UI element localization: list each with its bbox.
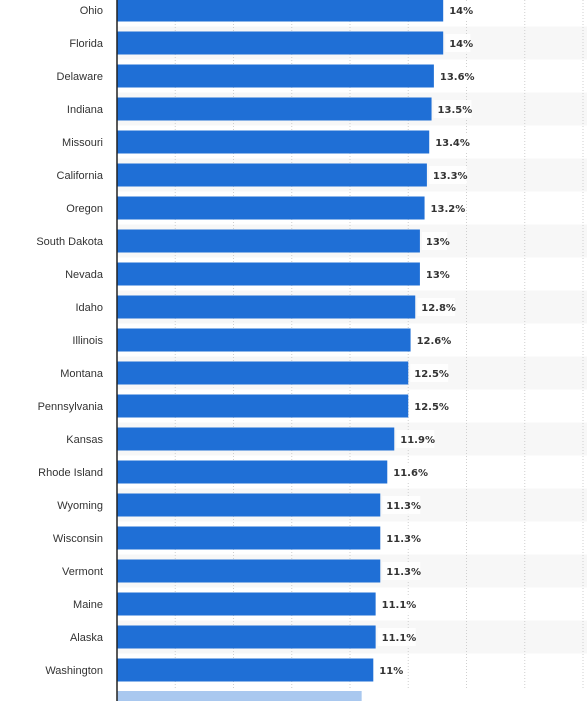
value-label-bg: [421, 232, 448, 250]
category-label: Florida: [69, 38, 104, 50]
value-label: 13.3%: [433, 171, 468, 182]
category-label: Illinois: [72, 335, 103, 347]
value-label-bg: [433, 100, 472, 118]
value-label: 11.3%: [386, 534, 421, 545]
bar: [117, 394, 409, 418]
bar: [117, 229, 420, 253]
category-label: South Dakota: [36, 236, 104, 248]
value-label-bg: [377, 628, 416, 646]
value-label: 11%: [379, 666, 403, 677]
value-label: 13.2%: [431, 204, 466, 215]
value-label-bg: [389, 463, 428, 481]
value-label-bg: [435, 67, 474, 85]
value-label-bg: [396, 430, 435, 448]
value-label-bg: [421, 265, 448, 283]
bar: [117, 64, 434, 88]
value-label-bg: [377, 595, 416, 613]
bar: [117, 262, 420, 286]
value-label: 12.8%: [421, 303, 456, 314]
value-label: 11.3%: [386, 501, 421, 512]
value-label: 14%: [449, 6, 473, 17]
value-label: 12.6%: [417, 336, 452, 347]
bar: [117, 31, 444, 55]
value-label: 13.4%: [435, 138, 470, 149]
value-label: 11.1%: [382, 633, 417, 644]
bar: [117, 658, 374, 682]
value-label: 11.1%: [382, 600, 417, 611]
value-label: 13.6%: [440, 72, 475, 83]
category-labels: Ohio Florida Delaware Indiana Missouri Califo…: [36, 5, 104, 677]
value-label-bg: [445, 34, 471, 52]
value-label: 14%: [449, 39, 473, 50]
bar: [117, 295, 416, 319]
category-label: Washington: [45, 665, 103, 677]
bar: [117, 0, 444, 22]
category-label: Montana: [60, 368, 104, 380]
value-label-bg: [417, 298, 456, 316]
bars: [117, 0, 444, 701]
bar: [117, 526, 381, 550]
value-label-bg: [426, 199, 465, 217]
value-label: 13%: [426, 237, 450, 248]
value-label-bg: [410, 397, 449, 415]
category-label: Nevada: [65, 269, 104, 281]
bar: [117, 361, 409, 385]
value-label-bg: [382, 562, 421, 580]
value-label: 11.9%: [400, 435, 435, 446]
value-label-bg: [410, 364, 449, 382]
bar: [117, 130, 430, 154]
bar-partial: [117, 691, 362, 701]
category-label: Missouri: [62, 137, 103, 149]
bar: [117, 592, 376, 616]
category-label: Vermont: [62, 566, 103, 578]
bar: [117, 559, 381, 583]
category-label: Wisconsin: [53, 533, 103, 545]
value-label: 11.3%: [386, 567, 421, 578]
value-label-bg: [375, 661, 401, 679]
category-label: Ohio: [80, 5, 103, 17]
value-label: 12.5%: [414, 369, 449, 380]
category-label: Wyoming: [57, 500, 103, 512]
category-label: Indiana: [67, 104, 104, 116]
value-label: 13.5%: [438, 105, 473, 116]
category-label: Pennsylvania: [38, 401, 104, 413]
bar: [117, 460, 388, 484]
bar: [117, 493, 381, 517]
bar: [117, 97, 432, 121]
value-label-bg: [382, 496, 421, 514]
category-label: California: [57, 170, 104, 182]
value-label: 11.6%: [393, 468, 428, 479]
value-label-bg: [412, 331, 451, 349]
category-label: Idaho: [75, 302, 103, 314]
category-label: Delaware: [57, 71, 103, 83]
value-label-bg: [445, 1, 471, 19]
bar: [117, 196, 425, 220]
category-label: Oregon: [66, 203, 103, 215]
value-label: 12.5%: [414, 402, 449, 413]
category-label: Alaska: [70, 632, 104, 644]
value-label: 13%: [426, 270, 450, 281]
value-label-bg: [382, 529, 421, 547]
category-label: Kansas: [66, 434, 103, 446]
value-label-bg: [431, 133, 470, 151]
category-label: Rhode Island: [38, 467, 103, 479]
value-label-bg: [428, 166, 467, 184]
bar: [117, 625, 376, 649]
bar: [117, 163, 427, 187]
value-labels: 14% 14% 13.6% 13.5% 13.4% 13.3% 13.2% 13% 13% 12.…: [375, 1, 475, 679]
category-label: Maine: [73, 599, 103, 611]
bar: [117, 328, 411, 352]
bar: [117, 427, 395, 451]
